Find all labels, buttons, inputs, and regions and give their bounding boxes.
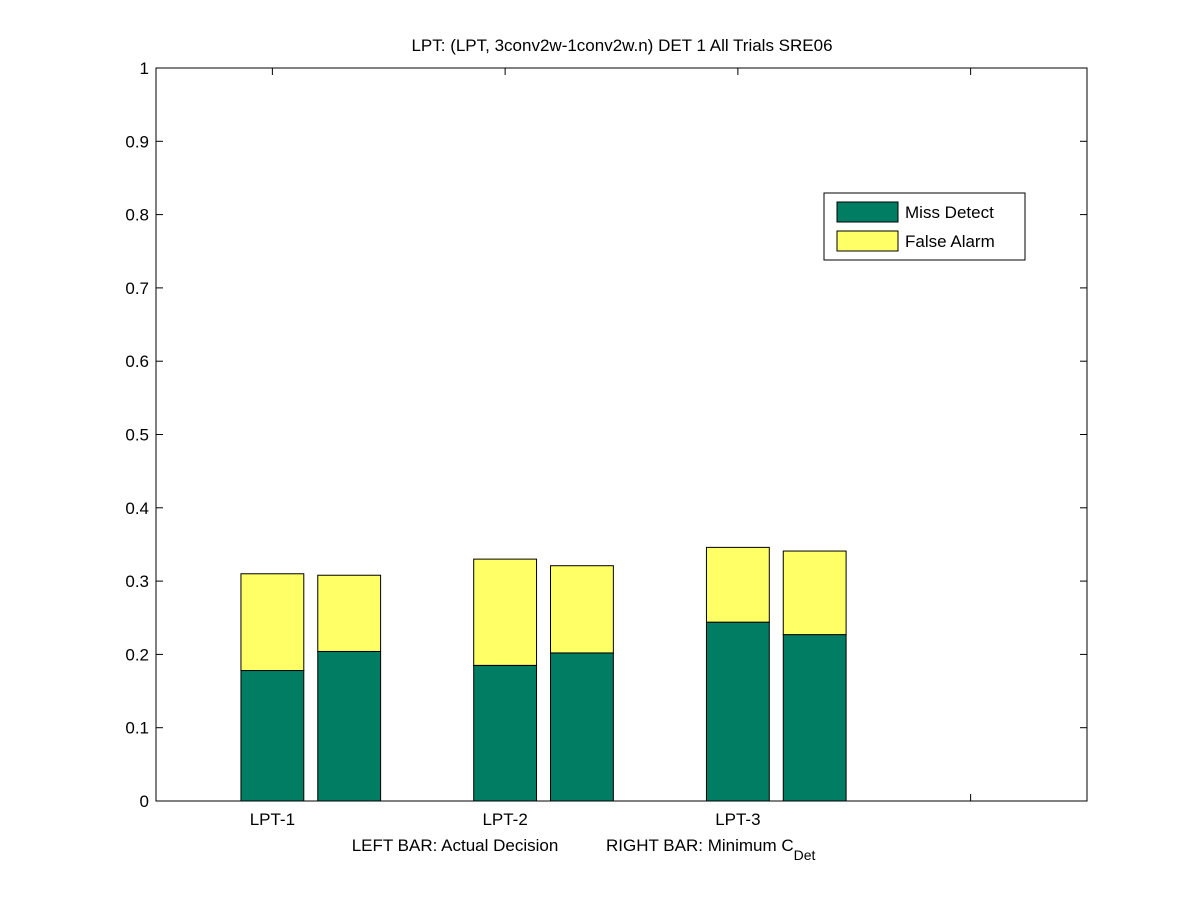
bar-false-alarm-lpt-3-actual: [705, 546, 770, 623]
bar-false-alarm-lpt-2-actual: [473, 558, 538, 666]
legend-label-miss-detect: Miss Detect: [905, 203, 994, 222]
y-tick-label: 1: [140, 59, 149, 78]
x-axis: LPT-1 LPT-2 LPT-3: [250, 68, 972, 829]
plot-area: [155, 67, 1088, 802]
bar-false-alarm-lpt-1-min: [317, 574, 382, 652]
x-axis-label-left: LEFT BAR: Actual Decision: [352, 836, 559, 855]
x-tick-label: LPT-2: [482, 810, 527, 829]
x-tick-label: LPT-1: [250, 810, 295, 829]
bars: [240, 546, 847, 802]
y-axis: 0 0.1 0.2 0.3 0.4 0.5 0.6 0.7 0.8 0.9 1: [125, 59, 1087, 811]
bar-miss-detect-lpt-1-actual: [240, 670, 305, 802]
legend-swatch-false-alarm: [836, 230, 899, 252]
legend-swatch-miss-detect: [836, 201, 899, 223]
bar-false-alarm-lpt-1-actual: [240, 573, 305, 672]
legend: Miss Detect False Alarm: [823, 192, 1026, 261]
y-tick-label: 0.1: [125, 719, 149, 738]
bar-miss-detect-lpt-3-actual: [705, 621, 770, 802]
y-tick-label: 0.7: [125, 279, 149, 298]
y-tick-label: 0.5: [125, 426, 149, 445]
y-tick-label: 0.3: [125, 572, 149, 591]
bar-miss-detect-lpt-1-min: [317, 650, 382, 802]
chart-title: LPT: (LPT, 3conv2w-1conv2w.n) DET 1 All …: [411, 36, 832, 55]
bar-false-alarm-lpt-3-min: [782, 550, 847, 636]
bar-false-alarm-lpt-2-min: [550, 565, 614, 654]
x-axis-label-right-subscript: Det: [794, 847, 816, 863]
x-axis-label-right-main: RIGHT BAR: Minimum C: [606, 836, 794, 855]
y-tick-label: 0: [140, 792, 149, 811]
y-tick-label: 0.9: [125, 132, 149, 151]
x-axis-label-right: RIGHT BAR: Minimum CDet: [606, 836, 816, 863]
y-tick-label: 0.4: [125, 499, 149, 518]
legend-label-false-alarm: False Alarm: [905, 232, 995, 251]
bar-miss-detect-lpt-2-actual: [473, 664, 538, 802]
x-tick-label: LPT-3: [715, 810, 760, 829]
y-tick-label: 0.8: [125, 206, 149, 225]
bar-miss-detect-lpt-3-min: [782, 634, 847, 802]
y-tick-label: 0.6: [125, 352, 149, 371]
y-tick-label: 0.2: [125, 645, 149, 664]
bar-miss-detect-lpt-2-min: [550, 652, 614, 802]
